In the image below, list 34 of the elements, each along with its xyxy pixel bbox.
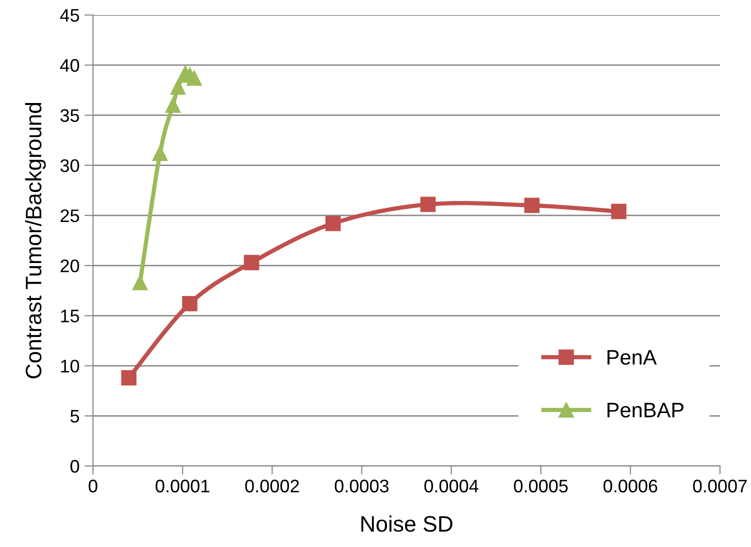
y-tick-label: 35 bbox=[60, 109, 80, 122]
x-tick-label: 0.0003 bbox=[334, 480, 389, 492]
point bbox=[182, 296, 198, 312]
point bbox=[121, 370, 136, 386]
y-tick-label: 5 bbox=[70, 410, 80, 423]
y-tick-label: 30 bbox=[60, 159, 80, 172]
point bbox=[325, 216, 341, 232]
x-tick-label: 0 bbox=[88, 480, 98, 492]
x-tick-label: 0.0006 bbox=[604, 480, 658, 492]
y-tick-label: 0 bbox=[70, 460, 80, 473]
point bbox=[524, 198, 540, 214]
y-tick-label: 40 bbox=[60, 59, 80, 72]
x-tick-label: 0.0001 bbox=[156, 480, 210, 492]
x-tick-label: 0.0002 bbox=[245, 480, 299, 492]
point bbox=[244, 254, 260, 270]
point bbox=[165, 98, 181, 113]
point bbox=[132, 274, 148, 290]
x-tick-label: 0.0004 bbox=[424, 480, 478, 492]
point bbox=[420, 196, 436, 212]
y-tick-label: 45 bbox=[60, 9, 80, 22]
point bbox=[611, 204, 626, 220]
y-tick-label: 15 bbox=[61, 310, 80, 322]
point bbox=[186, 70, 202, 86]
y-tick-label: 20 bbox=[60, 259, 80, 272]
x-axis-title: Noise SD bbox=[361, 515, 452, 532]
x-tick-label: 0.0005 bbox=[514, 480, 568, 492]
y-tick-label: 25 bbox=[60, 209, 80, 222]
point bbox=[152, 146, 168, 161]
y-axis-title: Contrast Tumor/Background bbox=[25, 102, 46, 378]
x-tick-label: 0.0007 bbox=[693, 480, 747, 492]
legend-label: PenBAP bbox=[608, 402, 684, 418]
point bbox=[170, 80, 186, 95]
legend-label: PenA bbox=[608, 350, 657, 365]
y-tick-label: 10 bbox=[61, 360, 80, 372]
